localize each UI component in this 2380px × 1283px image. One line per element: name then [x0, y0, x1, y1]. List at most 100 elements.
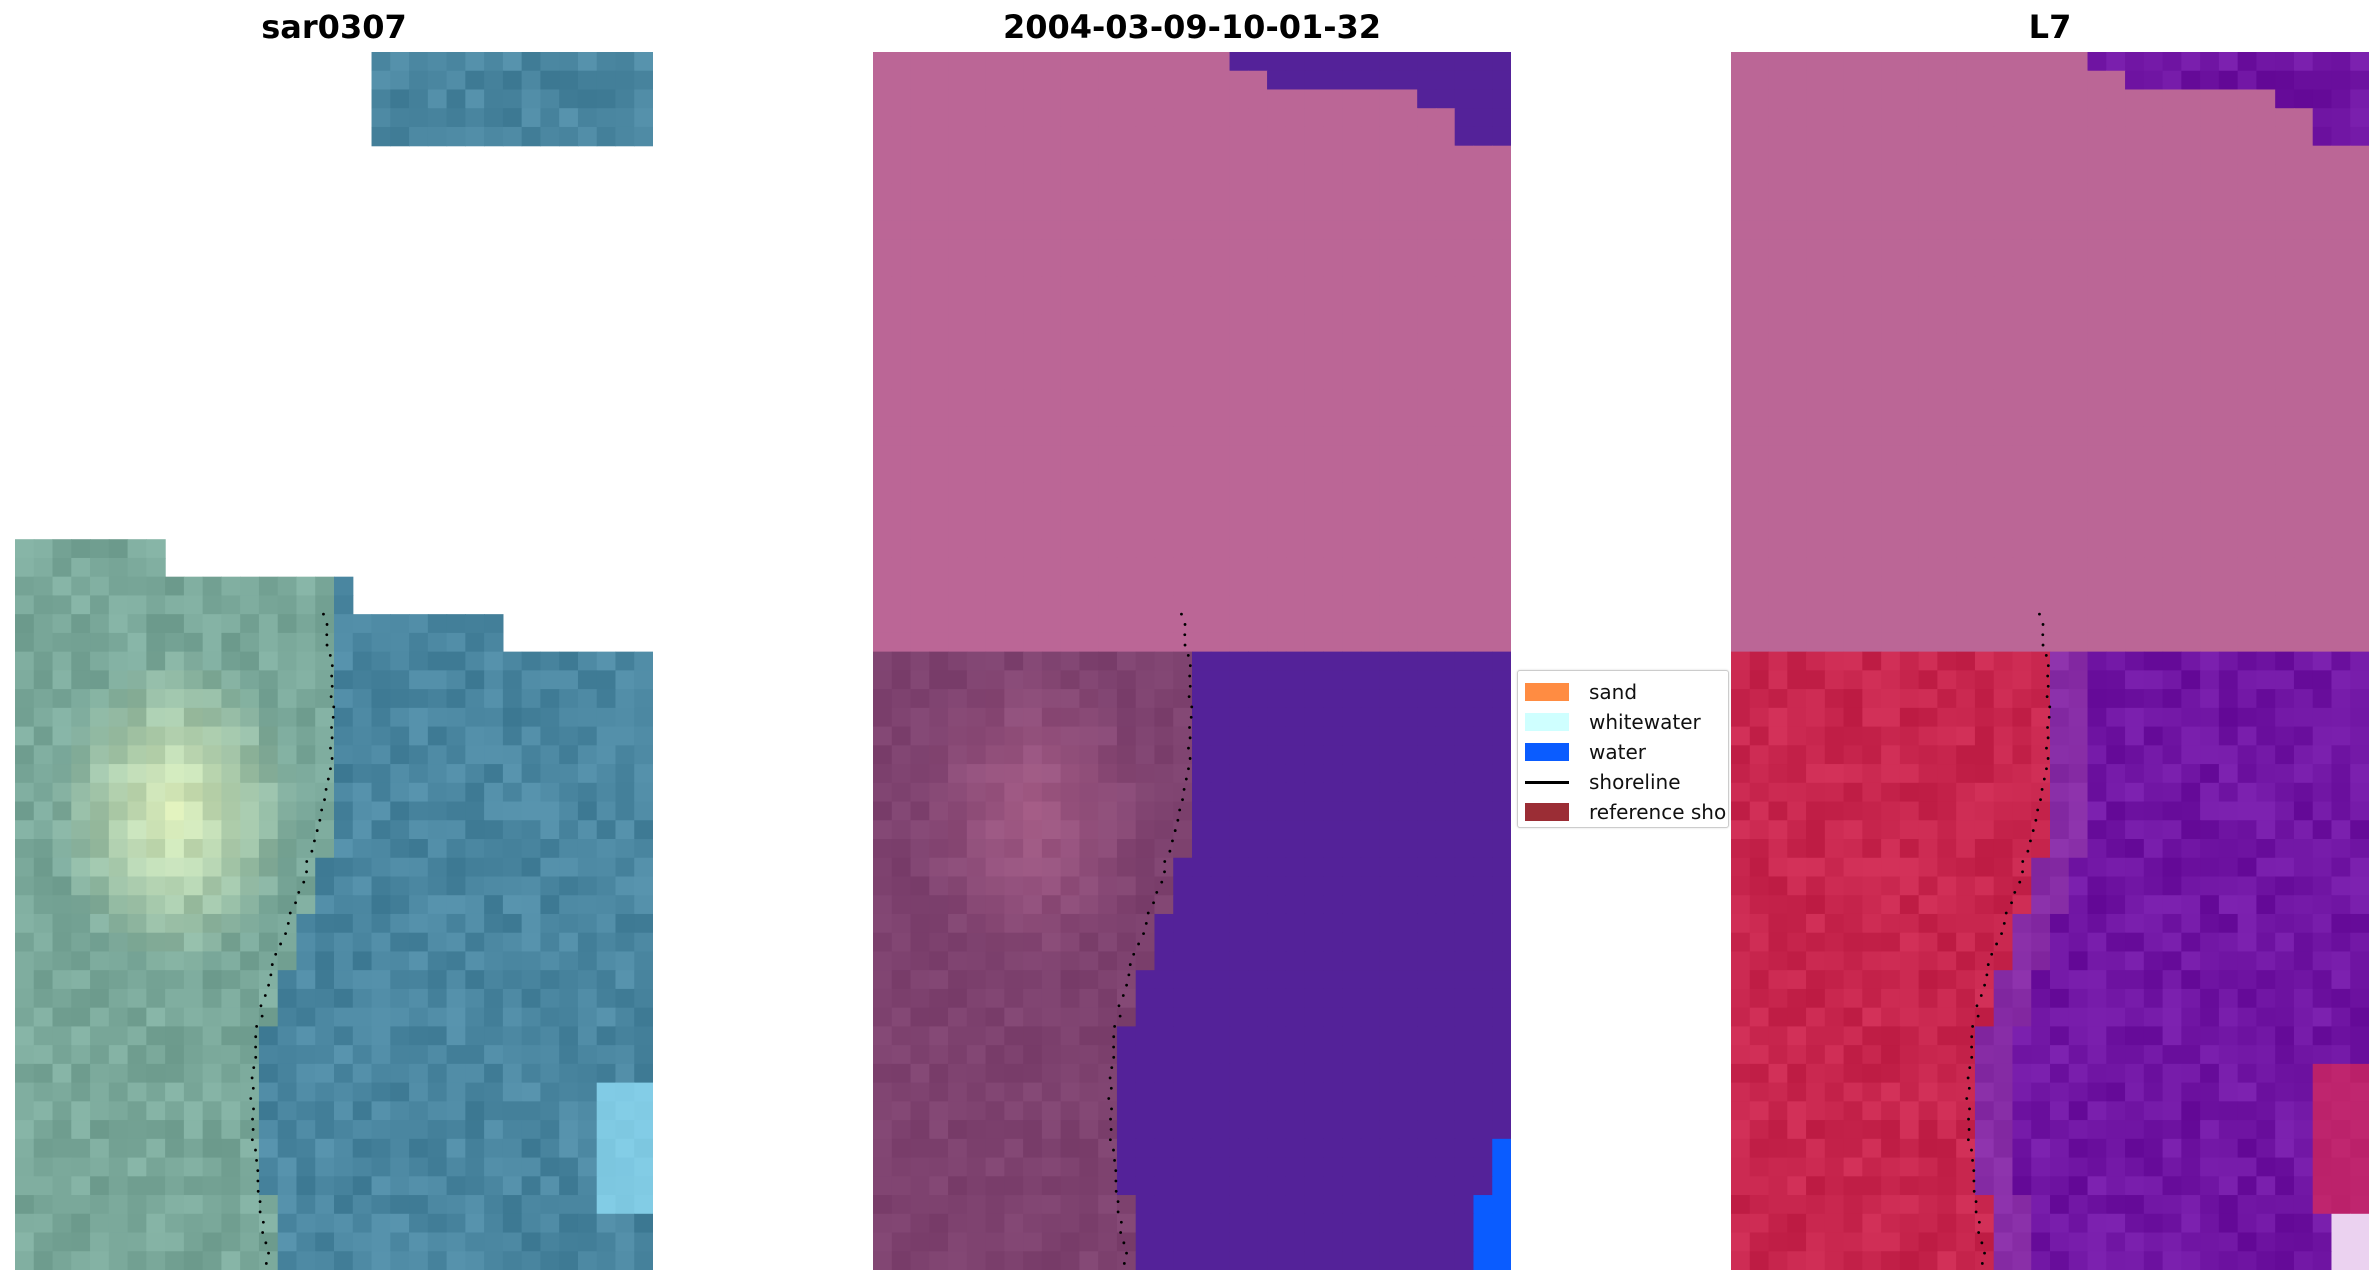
- image-pixel: [1023, 614, 1043, 634]
- image-pixel: [71, 707, 91, 728]
- image-pixel: [1731, 707, 1751, 728]
- image-pixel: [2312, 595, 2333, 615]
- image-pixel: [2162, 689, 2182, 709]
- image-pixel: [1304, 201, 1324, 222]
- image-pixel: [1974, 782, 1995, 803]
- image-pixel: [2106, 351, 2126, 372]
- image-pixel: [52, 1101, 72, 1121]
- image-pixel: [1154, 689, 1174, 709]
- image-pixel: [146, 1176, 166, 1196]
- image-pixel: [1267, 651, 1287, 671]
- image-pixel: [948, 108, 968, 128]
- image-pixel: [1824, 782, 1845, 803]
- image-pixel: [502, 1251, 523, 1270]
- image-pixel: [929, 426, 949, 447]
- image-pixel: [2293, 389, 2314, 409]
- image-pixel: [1004, 1157, 1024, 1177]
- image-pixel: [1304, 651, 1324, 671]
- image-pixel: [484, 1120, 504, 1140]
- image-pixel: [1360, 707, 1381, 728]
- image-pixel: [1023, 1157, 1043, 1177]
- image-pixel: [1731, 576, 1751, 597]
- image-pixel: [315, 1045, 335, 1065]
- image-pixel: [891, 913, 912, 934]
- image-pixel: [2125, 89, 2145, 109]
- panel-title-2: 2004-03-09-10-01-32: [1002, 8, 1382, 46]
- image-pixel: [1731, 726, 1751, 746]
- image-pixel: [1098, 1138, 1118, 1159]
- image-pixel: [1768, 764, 1788, 784]
- image-pixel: [1731, 389, 1751, 409]
- image-pixel: [1304, 557, 1324, 578]
- image-pixel: [1267, 501, 1287, 522]
- image-pixel: [948, 595, 968, 615]
- image-pixel: [2293, 707, 2314, 728]
- image-pixel: [1768, 576, 1788, 597]
- image-pixel: [1342, 913, 1362, 934]
- image-pixel: [127, 595, 147, 615]
- image-pixel: [873, 145, 893, 166]
- image-pixel: [1360, 126, 1381, 147]
- image-pixel: [2106, 295, 2126, 315]
- image-pixel: [1267, 857, 1287, 878]
- image-pixel: [71, 614, 91, 634]
- image-pixel: [334, 632, 354, 653]
- image-pixel: [2200, 370, 2220, 390]
- image-pixel: [2256, 164, 2276, 184]
- image-pixel: [202, 651, 223, 671]
- image-pixel: [910, 464, 930, 484]
- image-pixel: [1417, 183, 1437, 203]
- image-pixel: [559, 857, 579, 878]
- image-pixel: [615, 876, 635, 896]
- image-pixel: [484, 876, 504, 896]
- image-pixel: [1116, 932, 1137, 953]
- image-pixel: [985, 614, 1005, 634]
- image-pixel: [127, 782, 147, 803]
- image-pixel: [409, 1026, 429, 1046]
- image-pixel: [71, 1232, 91, 1252]
- image-pixel: [427, 1026, 448, 1046]
- image-pixel: [2012, 239, 2032, 259]
- image-pixel: [1379, 839, 1400, 859]
- image-pixel: [1248, 839, 1268, 859]
- image-pixel: [1473, 632, 1493, 653]
- image-pixel: [315, 1138, 335, 1159]
- image-pixel: [1974, 576, 1995, 597]
- image-pixel: [2293, 614, 2314, 634]
- image-pixel: [1360, 52, 1381, 72]
- image-pixel: [2050, 239, 2070, 259]
- image-pixel: [108, 726, 129, 746]
- image-pixel: [596, 801, 617, 821]
- image-pixel: [910, 89, 930, 109]
- image-pixel: [1210, 632, 1231, 653]
- image-pixel: [910, 820, 930, 840]
- image-pixel: [465, 1026, 485, 1046]
- image-pixel: [1918, 557, 1939, 578]
- image-pixel: [108, 876, 129, 896]
- image-pixel: [1154, 1138, 1174, 1159]
- image-pixel: [2200, 501, 2220, 522]
- image-pixel: [2275, 258, 2295, 278]
- image-pixel: [2012, 314, 2032, 334]
- image-pixel: [2312, 239, 2333, 259]
- image-pixel: [1210, 801, 1231, 821]
- image-pixel: [2218, 351, 2239, 372]
- image-pixel: [2106, 726, 2126, 746]
- image-pixel: [2331, 670, 2351, 690]
- image-pixel: [127, 951, 147, 971]
- image-pixel: [2218, 145, 2239, 166]
- image-pixel: [559, 89, 579, 109]
- image-pixel: [985, 408, 1005, 428]
- image-pixel: [146, 764, 166, 784]
- image-pixel: [559, 108, 579, 128]
- image-pixel: [1379, 183, 1400, 203]
- image-pixel: [1417, 126, 1437, 147]
- image-pixel: [1454, 1026, 1475, 1046]
- image-pixel: [1918, 164, 1939, 184]
- image-pixel: [1229, 932, 1249, 953]
- image-pixel: [165, 576, 185, 597]
- image-pixel: [2350, 576, 2369, 597]
- image-pixel: [966, 1251, 987, 1270]
- image-pixel: [1248, 576, 1268, 597]
- image-pixel: [334, 726, 354, 746]
